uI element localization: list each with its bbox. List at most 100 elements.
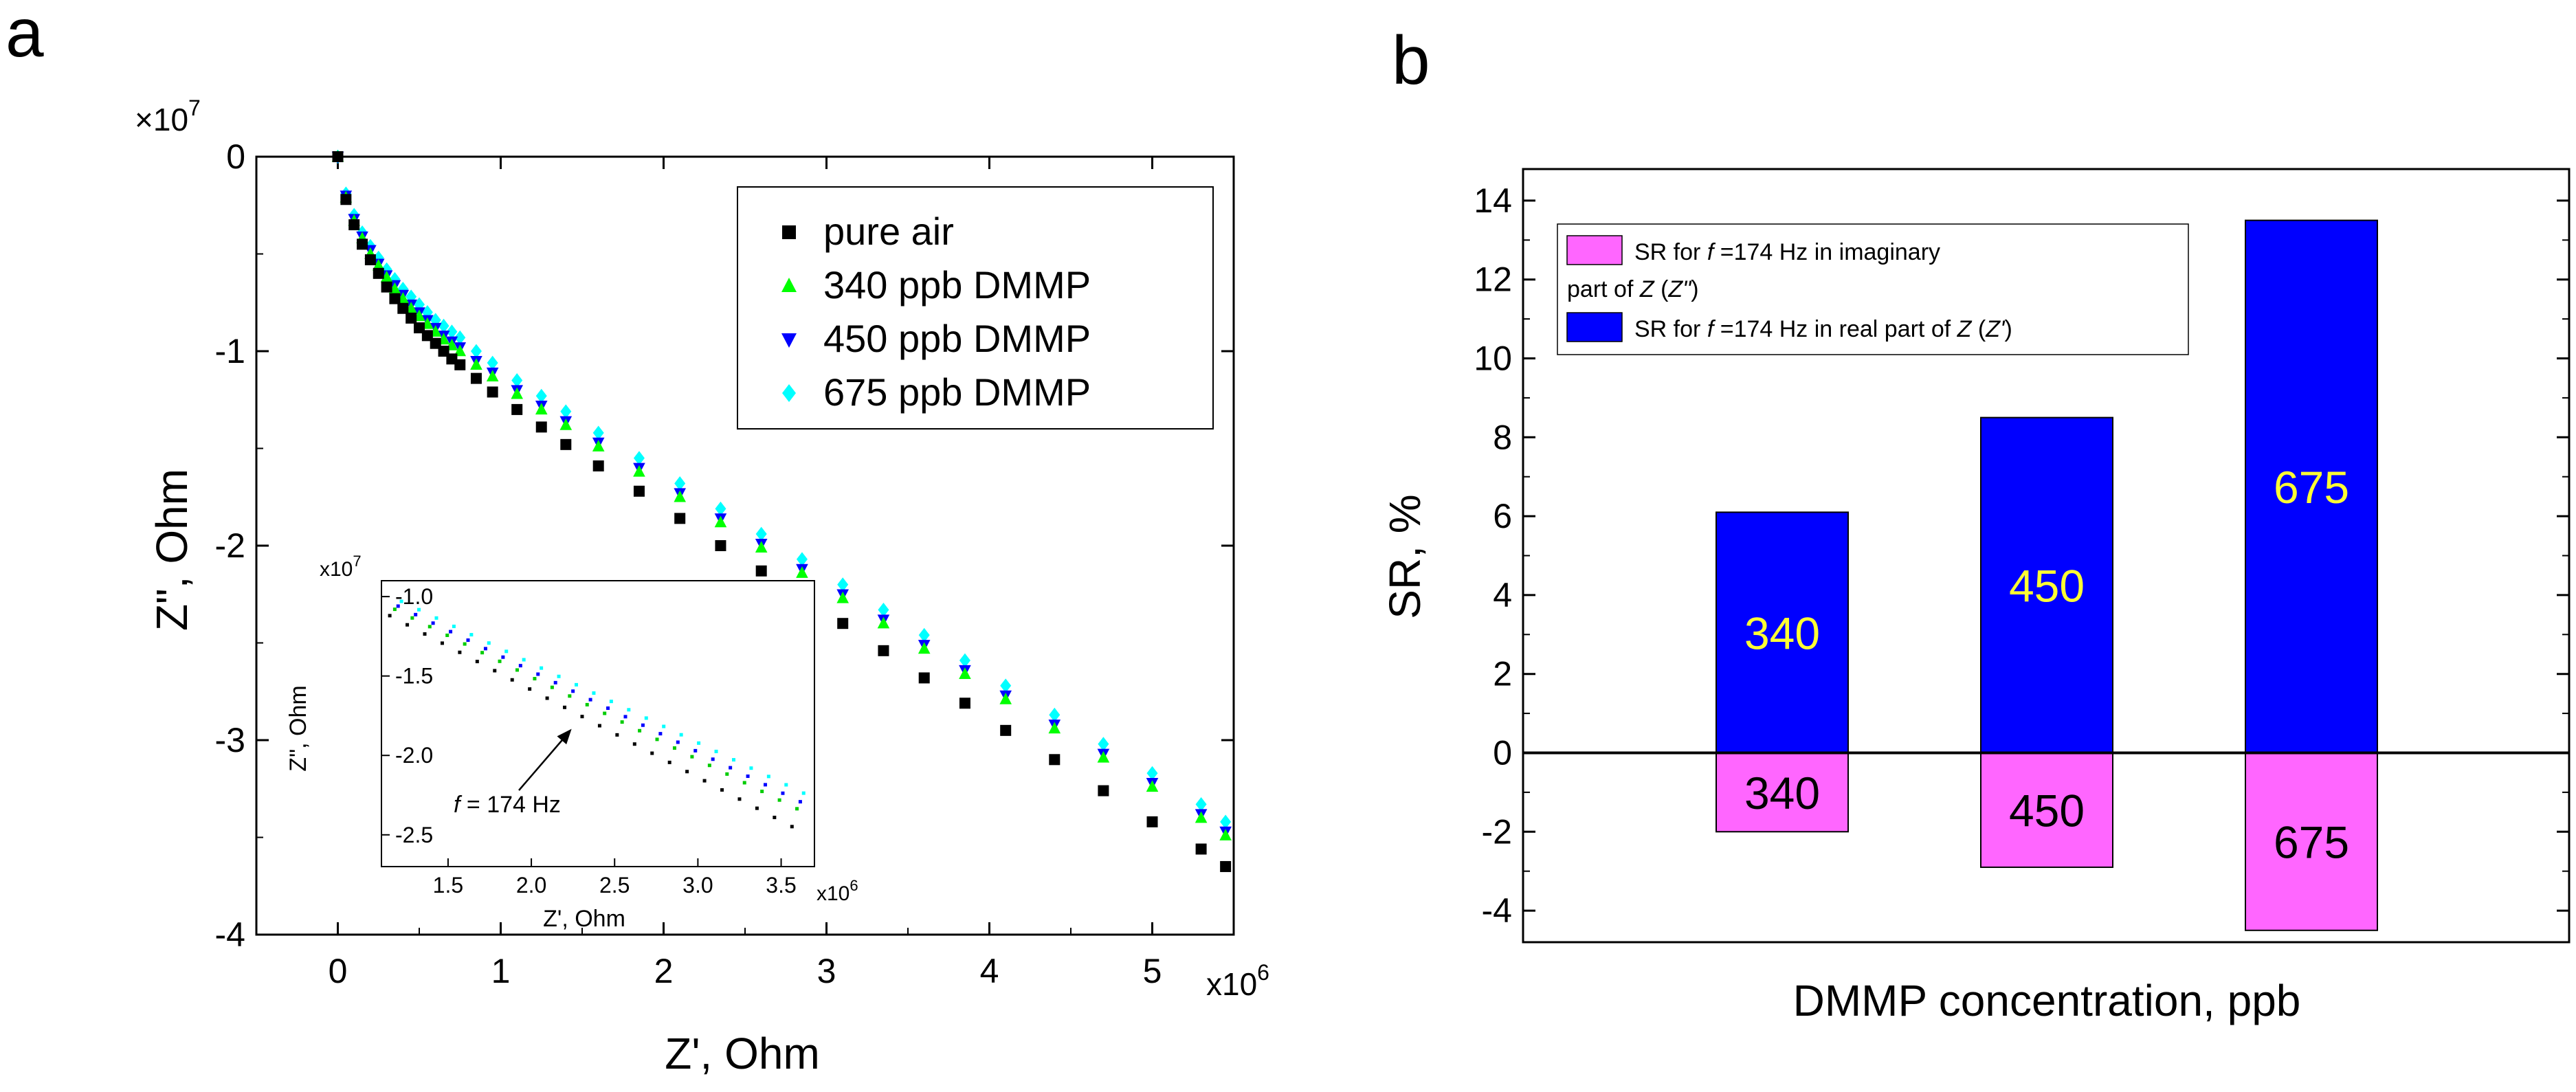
inset-point-340-ppb-dmmp [603, 711, 607, 715]
panel-a-y-tick-label: -2 [215, 526, 245, 565]
inset-point-340-ppb-dmmp [690, 755, 694, 759]
bar-imaginary-675 [2245, 752, 2378, 931]
inset-point-675-ppb-dmmp [592, 691, 596, 695]
data-point-340-ppb-dmmp [999, 692, 1012, 704]
data-point-675-ppb-dmmp [446, 324, 458, 339]
inset-point-450-ppb-dmmp [606, 706, 610, 710]
panel-b-label: b [1392, 22, 1430, 99]
inset-point-675-ppb-dmmp [662, 724, 666, 728]
inset-point-pure-air [423, 632, 427, 636]
inset-x-axis-title: Z', Ohm [543, 906, 625, 932]
panel-b-y-tick-label: 2 [1493, 655, 1512, 693]
data-point-pure-air [633, 485, 645, 497]
inset-point-450-ppb-dmmp [518, 664, 522, 668]
inset-point-450-ppb-dmmp [571, 689, 575, 693]
panel-a-legend: pure air 340 ppb DMMP 450 ppb DMMP 675 p… [737, 186, 1214, 430]
inset-point-340-ppb-dmmp [568, 694, 572, 698]
data-point-340-ppb-dmmp [674, 490, 686, 502]
inset-point-pure-air [702, 779, 707, 783]
data-point-pure-air [674, 513, 686, 524]
data-point-340-ppb-dmmp [1219, 829, 1232, 840]
panel-a-plot-frame [255, 155, 1235, 936]
inset-point-340-ppb-dmmp [515, 668, 519, 672]
inset-point-675-ppb-dmmp [679, 733, 683, 737]
panel-a-y-axis-title: Z", Ohm [147, 469, 197, 631]
data-point-675-ppb-dmmp [755, 526, 767, 542]
data-point-675-ppb-dmmp [633, 451, 645, 466]
panel-a-x-axis-title: Z', Ohm [665, 1029, 820, 1078]
panel-a-inset: 1.5 2.0 2.5 3.0 3.5 -1.0 -1.5 -2.0 -2.5 x107 x10… [285, 553, 858, 932]
data-point-675-ppb-dmmp [837, 577, 849, 592]
panel-b-y-tick-label: 8 [1493, 418, 1512, 456]
data-point-675-ppb-dmmp [487, 355, 498, 370]
panel-a-x-tick-label: 3 [817, 952, 836, 990]
inset-point-450-ppb-dmmp [676, 740, 680, 744]
data-point-pure-air [535, 421, 547, 433]
legend-label-675: 675 ppb DMMP [823, 370, 1091, 414]
data-point-675-ppb-dmmp [1195, 796, 1207, 812]
data-point-340-ppb-dmmp [535, 403, 548, 415]
data-point-340-ppb-dmmp [1195, 811, 1208, 823]
data-point-675-ppb-dmmp [454, 330, 466, 345]
inset-point-450-ppb-dmmp [483, 647, 487, 651]
inset-tick-labels: 1.5 2.0 2.5 3.0 3.5 -1.0 -1.5 -2.0 -2.5 [395, 584, 797, 898]
inset-point-450-ppb-dmmp [781, 791, 785, 795]
inset-annotation-arrowhead [557, 728, 572, 745]
inset-point-340-ppb-dmmp [498, 659, 502, 663]
inset-point-340-ppb-dmmp [620, 720, 624, 724]
inset-point-340-ppb-dmmp [533, 677, 537, 681]
inset-point-pure-air [737, 797, 742, 801]
legend-label-real: SR for f =174 Hz in real part of Z (Z') [1634, 316, 2012, 342]
inset-point-675-ppb-dmmp [399, 599, 403, 603]
inset-point-340-ppb-dmmp [638, 728, 642, 733]
bar-label-real-340: 340 [1744, 608, 1820, 658]
inset-point-675-ppb-dmmp [434, 616, 438, 620]
inset-point-450-ppb-dmmp [588, 698, 592, 702]
inset-point-675-ppb-dmmp [801, 791, 806, 795]
data-point-340-ppb-dmmp [633, 465, 645, 477]
panel-b-x-axis-title: DMMP concentration, ppb [1793, 976, 2301, 1025]
data-point-pure-air [755, 565, 767, 577]
data-point-pure-air [340, 194, 352, 205]
data-point-340-ppb-dmmp [559, 418, 573, 430]
legend-marker-340-ppb-dmmp [781, 278, 797, 292]
bar-real-450 [1980, 416, 2113, 754]
legend-label-imaginary-line2: part of Z (Z") [1567, 276, 1699, 302]
panel-a-legend-markers [781, 225, 797, 402]
inset-point-340-ppb-dmmp [428, 625, 432, 629]
inset-point-340-ppb-dmmp [410, 616, 414, 620]
data-point-pure-air [487, 386, 498, 398]
panel-a-x-tick-label: 1 [491, 952, 511, 990]
inset-point-340-ppb-dmmp [725, 772, 729, 776]
inset-point-pure-air [773, 815, 777, 819]
panel-b-legend: SR for f =174 Hz in imaginary part of Z … [1557, 223, 2189, 355]
inset-point-340-ppb-dmmp [672, 746, 676, 750]
data-point-340-ppb-dmmp [959, 667, 971, 679]
inset-point-450-ppb-dmmp [658, 732, 663, 736]
data-point-675-ppb-dmmp [1146, 766, 1158, 781]
panel-b-bars [1523, 219, 2569, 931]
inset-point-675-ppb-dmmp [452, 624, 456, 628]
inset-point-pure-air [388, 614, 392, 618]
bar-imaginary-340 [1716, 752, 1849, 833]
inset-point-675-ppb-dmmp [697, 741, 701, 745]
inset-point-pure-air [755, 806, 759, 810]
data-point-675-ppb-dmmp [1098, 737, 1109, 752]
inset-x-tick-label: 3.5 [766, 873, 796, 898]
inset-y-axis-title: Z", Ohm [285, 685, 311, 771]
inset-point-675-ppb-dmmp [784, 783, 788, 787]
inset-point-340-ppb-dmmp [777, 798, 781, 802]
panel-b-plot-frame [1522, 168, 2571, 944]
inset-point-pure-air [475, 660, 479, 664]
data-point-340-ppb-dmmp [755, 541, 768, 553]
data-point-675-ppb-dmmp [592, 425, 604, 441]
data-point-340-ppb-dmmp [1146, 780, 1159, 792]
data-point-675-ppb-dmmp [674, 476, 686, 491]
panel-a-tick-labels: 0 1 2 3 4 5 0 -1 -2 -3 -4 [215, 137, 1162, 990]
data-point-340-ppb-dmmp [470, 358, 482, 370]
data-point-675-ppb-dmmp [560, 404, 572, 419]
inset-point-pure-air [790, 825, 794, 829]
panel-a-x-tick-label: 2 [654, 952, 674, 990]
inset-point-675-ppb-dmmp [522, 658, 526, 662]
panel-b-y-tick-label: 6 [1493, 497, 1512, 535]
